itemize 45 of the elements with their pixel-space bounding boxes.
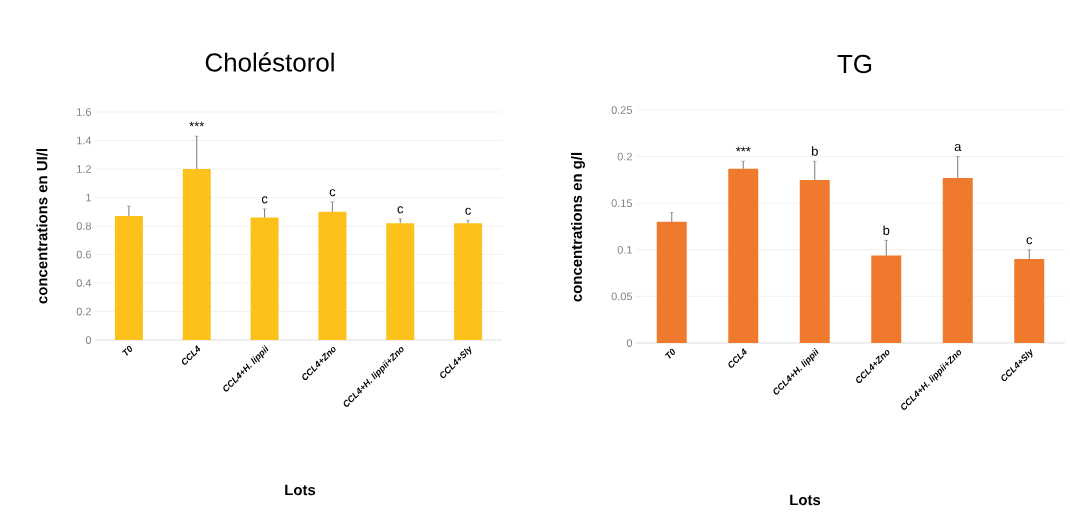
bar	[454, 223, 483, 340]
x-tick-label: T0	[122, 345, 133, 356]
annotation: c	[465, 207, 471, 215]
x-axis-title: Lots	[790, 494, 821, 506]
annotation: c	[329, 189, 336, 197]
annotation: b	[883, 225, 890, 235]
bar	[1014, 259, 1045, 343]
y-tick-label: 0.25	[611, 106, 633, 114]
y-tick-label: 0.2	[76, 307, 91, 316]
annotation: a	[954, 143, 962, 152]
annotation: b	[811, 146, 818, 156]
bar	[386, 223, 415, 340]
y-tick-label: 0.6	[76, 250, 91, 259]
bar	[728, 168, 759, 343]
annotation: c	[1026, 237, 1033, 245]
annotation: c	[397, 206, 404, 214]
bar	[182, 169, 211, 340]
y-tick-label: 0	[626, 339, 633, 347]
x-tick-label: T0	[665, 348, 675, 359]
annotation: ***	[189, 121, 205, 127]
y-tick-label: 0.1	[617, 245, 632, 254]
bar	[871, 255, 902, 343]
y-tick-label: 0.4	[76, 279, 92, 287]
annotation: ***	[735, 146, 751, 152]
y-axis-title: concentrations en g/l	[571, 152, 586, 302]
x-axis-title: Lots	[285, 484, 316, 496]
y-tick-label: 0.05	[611, 292, 633, 301]
bar	[656, 221, 687, 343]
chart-title: TG	[837, 54, 872, 74]
bar	[114, 216, 143, 340]
y-tick-label: 0.15	[611, 199, 633, 208]
chart-title: Choléstorol	[205, 52, 334, 72]
annotation: c	[261, 196, 268, 204]
y-tick-label: 0.8	[76, 222, 91, 230]
y-tick-label: 1	[86, 193, 91, 202]
y-tick-label: 1.6	[77, 108, 91, 116]
bar	[318, 211, 347, 340]
bar	[799, 179, 830, 343]
bar	[250, 217, 279, 340]
y-tick-label: 0.2	[617, 152, 632, 161]
y-tick-label: 1.4	[77, 136, 92, 145]
bar	[942, 178, 973, 343]
y-tick-label: 0	[85, 336, 92, 344]
y-tick-label: 1.2	[77, 165, 91, 173]
y-axis-title: concentrations en UI/l	[36, 149, 48, 304]
